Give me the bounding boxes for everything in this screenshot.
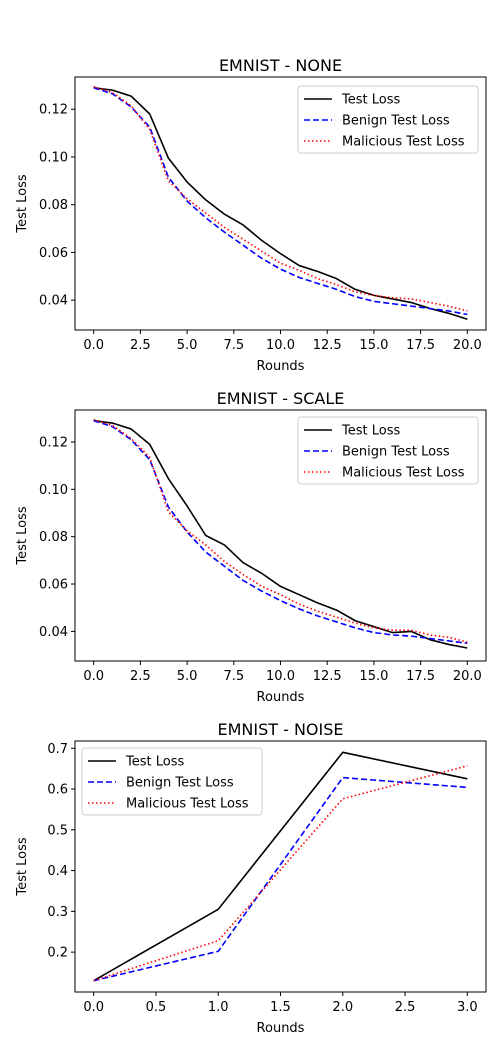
y-tick-label: 0.04: [39, 625, 68, 640]
chart-0: EMNIST - NONE 0.0 2.5 5.0 7.5 10.0 12.5 15.0 17.…: [15, 56, 487, 374]
x-tick-label: 0.0: [83, 669, 104, 684]
y-tick-label: 0.04: [39, 294, 68, 309]
series-line-2: [93, 85, 468, 312]
y-tick-label: 0.12: [39, 103, 68, 118]
x-tick-label: 10.0: [266, 338, 295, 353]
y-tick-label: 0.6: [47, 783, 68, 798]
x-tick-label: 0.0: [83, 338, 104, 353]
legend-box: [81, 747, 263, 816]
legend-label: Benign Test Loss: [126, 776, 234, 791]
x-tick-label: 7.5: [223, 338, 244, 353]
series-line-0: [93, 86, 468, 321]
x-tick-label: 2.0: [332, 1000, 353, 1015]
y-tick-label: 0.08: [39, 530, 68, 545]
series-line-1: [93, 776, 468, 982]
legend-label: Test Loss: [125, 755, 184, 770]
y-tick-label: 0.5: [47, 823, 68, 838]
y-axis-label: Test Loss: [15, 174, 30, 233]
x-tick-label: 17.5: [406, 669, 435, 684]
y-tick-label: 0.08: [39, 198, 68, 213]
chart-title: EMNIST - NOISE: [217, 720, 343, 739]
x-tick-label: 5.0: [177, 669, 198, 684]
x-tick-label: 20.0: [453, 338, 482, 353]
legend-label: Malicious Test Loss: [126, 797, 249, 812]
y-axis-label: Test Loss: [15, 506, 30, 565]
x-tick-label: 3.0: [457, 1000, 478, 1015]
x-axis-label: Rounds: [257, 1021, 305, 1036]
y-tick-label: 0.10: [39, 150, 68, 165]
chart-title: EMNIST - SCALE: [217, 389, 345, 408]
y-tick-label: 0.3: [47, 905, 68, 920]
plot-frame: [74, 409, 487, 662]
x-tick-label: 10.0: [266, 669, 295, 684]
legend-label: Malicious Test Loss: [342, 466, 465, 481]
x-tick-label: 15.0: [359, 338, 388, 353]
y-axis-label: Test Loss: [15, 837, 30, 896]
chart-title: EMNIST - NONE: [219, 56, 342, 75]
x-tick-label: 2.5: [130, 338, 151, 353]
x-tick-label: 1.5: [270, 1000, 291, 1015]
x-tick-label: 17.5: [406, 338, 435, 353]
x-tick-label: 2.5: [130, 669, 151, 684]
chart-1: EMNIST - SCALE 0.0 2.5 5.0 7.5 10.0 12.5 15.0 17…: [15, 389, 487, 705]
x-tick-label: 15.0: [359, 669, 388, 684]
x-tick-label: 12.5: [313, 669, 342, 684]
x-axis-label: Rounds: [257, 359, 305, 374]
x-tick-label: 7.5: [223, 669, 244, 684]
series-line-2: [93, 418, 468, 643]
legend-label: Test Loss: [341, 93, 400, 108]
x-tick-label: 1.0: [208, 1000, 229, 1015]
chart-2: EMNIST - NOISE 0.0 0.5 1.0 1.5 2.0 2.5 3.0 0.2 0.…: [15, 720, 487, 1036]
series-line-2: [93, 765, 468, 982]
legend-label: Malicious Test Loss: [342, 135, 465, 150]
x-tick-label: 0.5: [146, 1000, 167, 1015]
y-tick-label: 0.06: [39, 246, 68, 261]
legend: Test Loss Benign Test Loss Malicious Test …: [81, 747, 263, 816]
plot-frame: [74, 740, 487, 993]
x-tick-label: 5.0: [177, 338, 198, 353]
x-tick-label: 0.0: [83, 1000, 104, 1015]
y-tick-label: 0.7: [47, 742, 68, 757]
legend: Test Loss Benign Test Loss Malicious Test …: [297, 416, 479, 485]
series-line-1: [93, 86, 468, 316]
y-tick-label: 0.2: [47, 946, 68, 961]
legend-label: Benign Test Loss: [342, 114, 450, 129]
y-tick-label: 0.4: [47, 864, 68, 879]
y-tick-label: 0.10: [39, 483, 68, 498]
legend-box: [297, 85, 479, 154]
y-tick-label: 0.12: [39, 435, 68, 450]
legend-box: [297, 416, 479, 485]
x-tick-label: 12.5: [313, 338, 342, 353]
x-tick-label: 20.0: [453, 669, 482, 684]
x-tick-label: 2.5: [395, 1000, 416, 1015]
plot-frame: [74, 76, 487, 331]
legend-label: Benign Test Loss: [342, 445, 450, 460]
legend: Test Loss Benign Test Loss Malicious Test …: [297, 85, 479, 154]
x-axis-label: Rounds: [257, 690, 305, 705]
series-line-0: [93, 419, 468, 649]
series-line-0: [93, 751, 468, 982]
y-tick-label: 0.06: [39, 578, 68, 593]
legend-label: Test Loss: [341, 424, 400, 439]
